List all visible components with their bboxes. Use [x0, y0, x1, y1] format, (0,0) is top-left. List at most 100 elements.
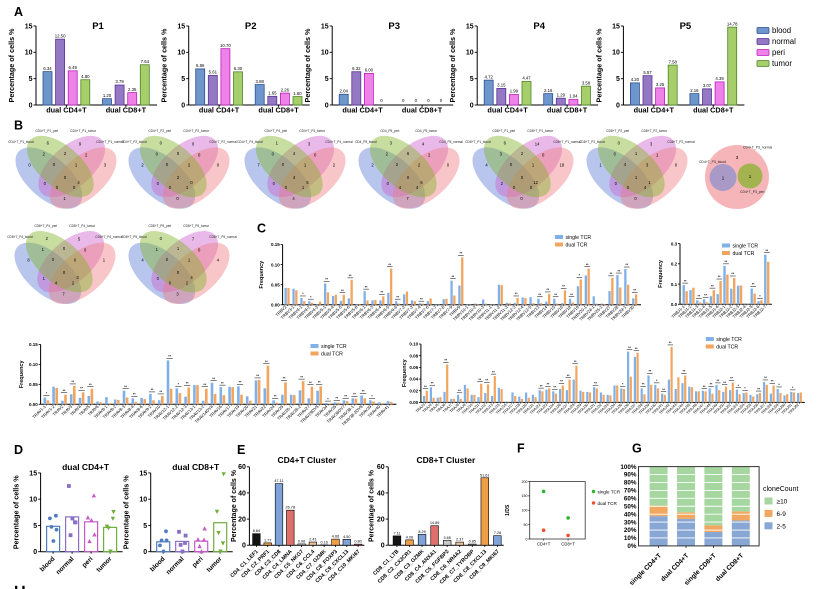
svg-text:10: 10 — [321, 50, 329, 57]
svg-text:Percentage of cells %: Percentage of cells % — [122, 475, 131, 550]
svg-text:E: E — [237, 443, 245, 457]
svg-text:0: 0 — [325, 102, 329, 109]
svg-text:CD8+T_P1_peri: CD8+T_P1_peri — [492, 129, 515, 133]
svg-text:6.00: 6.00 — [365, 68, 374, 73]
svg-text:4.50: 4.50 — [343, 535, 350, 539]
svg-text:0: 0 — [675, 163, 678, 168]
svg-text:9: 9 — [79, 141, 82, 146]
svg-text:6-9: 6-9 — [777, 511, 787, 518]
svg-text:CD8+T_P5_normal: CD8+T_P5_normal — [209, 235, 237, 239]
svg-text:40%: 40% — [624, 511, 637, 518]
svg-text:CD4+T_P3_blood: CD4+T_P3_blood — [699, 160, 726, 164]
svg-text:2.41: 2.41 — [309, 538, 316, 542]
svg-text:0: 0 — [381, 543, 385, 550]
svg-text:dual CD4+T: dual CD4+T — [46, 106, 87, 115]
svg-text:CD4+T_P2_normal: CD4+T_P2_normal — [209, 140, 237, 144]
svg-text:**: ** — [635, 347, 638, 351]
svg-text:10: 10 — [177, 50, 185, 57]
svg-text:15: 15 — [25, 23, 33, 30]
svg-text:10: 10 — [25, 50, 33, 57]
svg-text:≥10: ≥10 — [777, 499, 788, 506]
svg-text:0: 0 — [157, 276, 160, 281]
svg-text:**: ** — [716, 379, 719, 383]
svg-text:2-5: 2-5 — [777, 524, 787, 531]
svg-text:5: 5 — [306, 180, 309, 185]
svg-text:B: B — [14, 119, 23, 133]
svg-text:2: 2 — [521, 151, 524, 156]
svg-text:4.72: 4.72 — [485, 74, 494, 79]
svg-text:*: * — [656, 379, 658, 383]
svg-text:0: 0 — [56, 185, 59, 190]
svg-text:**: ** — [765, 249, 768, 253]
svg-text:90%: 90% — [624, 472, 637, 479]
svg-text:40: 40 — [238, 490, 246, 497]
svg-text:CD8+T_P4_tumor: CD8+T_P4_tumor — [69, 224, 96, 228]
svg-text:3.58: 3.58 — [582, 80, 591, 85]
svg-text:2.16: 2.16 — [544, 88, 553, 93]
svg-text:CD8+T_P1_blood: CD8+T_P1_blood — [465, 140, 491, 144]
svg-text:CD4+T_P1_tumor: CD4+T_P1_tumor — [70, 129, 97, 133]
svg-text:1.65: 1.65 — [268, 91, 277, 96]
svg-text:0: 0 — [526, 537, 528, 541]
svg-text:6.49: 6.49 — [69, 65, 78, 70]
svg-text:**: ** — [703, 385, 706, 389]
svg-text:0: 0 — [415, 98, 418, 103]
svg-text:**: ** — [570, 293, 573, 297]
svg-text:2: 2 — [43, 152, 46, 157]
svg-text:**: ** — [710, 383, 713, 387]
svg-text:**: ** — [723, 381, 726, 385]
svg-text:Percentage of cells %: Percentage of cells % — [448, 28, 457, 103]
svg-text:2: 2 — [501, 181, 504, 186]
svg-text:0: 0 — [160, 236, 163, 241]
svg-text:3: 3 — [650, 141, 653, 146]
svg-text:2.26: 2.26 — [281, 87, 290, 92]
svg-text:0: 0 — [615, 181, 618, 186]
svg-text:0: 0 — [190, 180, 193, 185]
svg-text:15: 15 — [466, 23, 474, 30]
svg-text:**: ** — [335, 397, 338, 401]
svg-text:0: 0 — [33, 549, 37, 556]
svg-text:0: 0 — [169, 185, 172, 190]
svg-text:**: ** — [309, 381, 312, 385]
svg-text:**: ** — [274, 395, 277, 399]
svg-text:7: 7 — [62, 291, 65, 296]
svg-text:CD8+T_P2_peri: CD8+T_P2_peri — [606, 129, 629, 133]
svg-text:P2: P2 — [245, 21, 257, 32]
svg-text:15: 15 — [177, 23, 185, 30]
svg-text:**: ** — [567, 374, 570, 378]
svg-text:5.61: 5.61 — [209, 70, 218, 75]
svg-text:**: ** — [610, 272, 613, 276]
svg-text:dual TCR: dual TCR — [598, 501, 618, 506]
svg-text:1: 1 — [635, 175, 638, 180]
svg-text:**: ** — [124, 385, 127, 389]
svg-text:TRAJ6: TRAJ6 — [436, 403, 447, 414]
svg-text:2.35: 2.35 — [128, 87, 137, 92]
svg-text:**: ** — [221, 381, 224, 385]
svg-text:Percentage of cells %: Percentage of cells % — [12, 475, 21, 550]
svg-text:4.06: 4.06 — [406, 535, 413, 539]
svg-text:4: 4 — [416, 185, 419, 190]
svg-text:tumor: tumor — [772, 59, 792, 68]
svg-text:0: 0 — [53, 162, 56, 167]
svg-text:**: ** — [625, 263, 628, 267]
svg-text:**: ** — [159, 390, 162, 394]
svg-text:0: 0 — [52, 257, 55, 262]
svg-text:1: 1 — [599, 163, 602, 168]
svg-text:Percentage of cells %: Percentage of cells % — [594, 28, 603, 103]
svg-text:**: ** — [485, 379, 488, 383]
svg-text:4: 4 — [293, 151, 296, 156]
svg-text:CD8+T_P5_tumor: CD8+T_P5_tumor — [183, 224, 210, 228]
svg-text:0: 0 — [177, 270, 180, 275]
svg-text:0: 0 — [176, 196, 179, 201]
svg-text:15: 15 — [29, 470, 37, 477]
svg-text:30%: 30% — [624, 519, 637, 526]
svg-text:7.28: 7.28 — [494, 531, 501, 535]
svg-text:3: 3 — [500, 152, 503, 157]
svg-text:Frequency: Frequency — [259, 260, 265, 289]
svg-text:1: 1 — [177, 246, 180, 251]
svg-text:0.96: 0.96 — [298, 539, 305, 543]
svg-text:0.00: 0.00 — [271, 303, 280, 308]
svg-text:*: * — [737, 384, 739, 388]
svg-text:0.08: 0.08 — [409, 353, 418, 358]
svg-text:20%: 20% — [624, 527, 637, 534]
